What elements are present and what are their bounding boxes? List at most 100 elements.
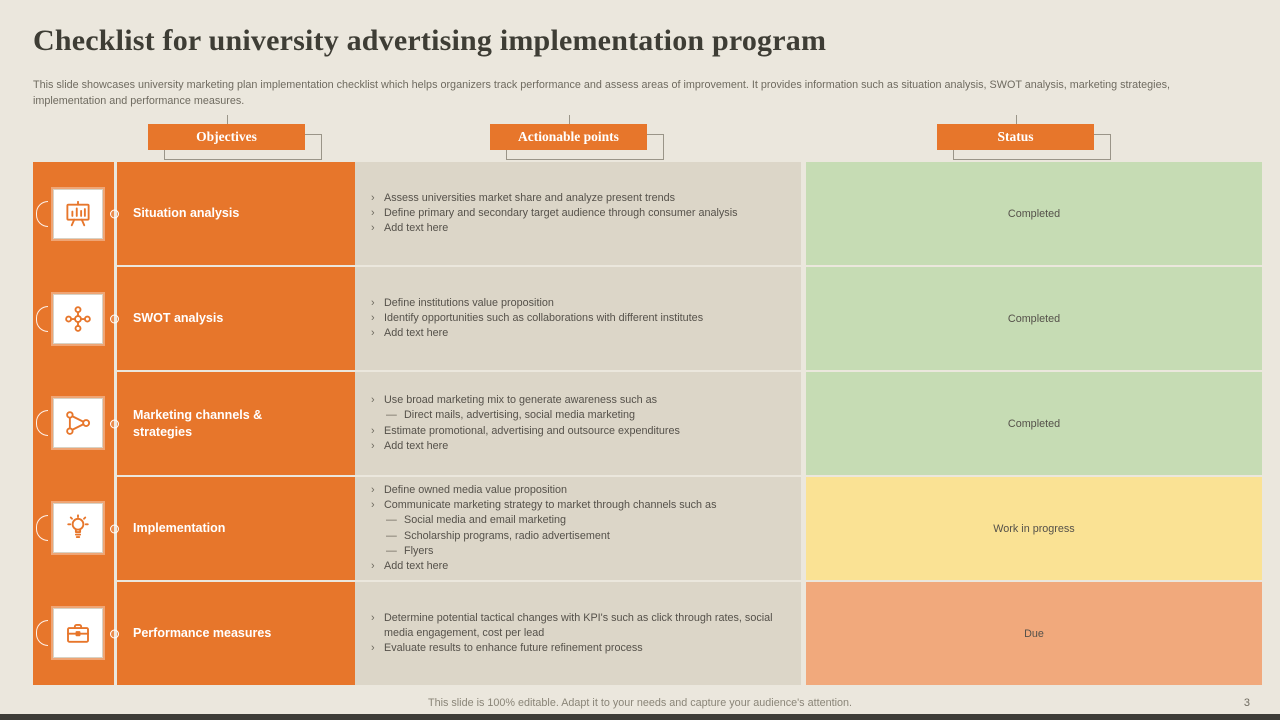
bullet-text: Define institutions value proposition [384, 296, 554, 309]
bullet-line: › Define owned media value proposition [371, 483, 785, 498]
bullet-marker: › [371, 222, 375, 235]
bullet-marker: › [371, 424, 375, 437]
dash-marker: — [386, 544, 397, 557]
icon-cell [33, 371, 114, 476]
connector-arc [36, 410, 48, 437]
connector-arc [36, 305, 48, 332]
network-icon [65, 411, 90, 436]
footer-note: This slide is 100% editable. Adapt it to… [427, 697, 852, 709]
bullet-text: Direct mails, advertising, social media … [404, 409, 636, 422]
row-label-cell: Situation analysis [110, 162, 355, 265]
bar-chart-icon [65, 201, 90, 227]
status-label: Due [1024, 627, 1044, 640]
table-row: Marketing channels & strategies › Use bro… [110, 372, 1262, 475]
bullet-text: Add text here [384, 559, 449, 572]
bullet-line: › Define institutions value proposition [371, 296, 785, 311]
bullet-text: Identify opportunities such as collabora… [384, 311, 704, 324]
bullet-marker: › [371, 439, 375, 452]
bullet-text: Add text here [384, 327, 449, 340]
sub-bullet-line: — Direct mails, advertising, social media… [371, 408, 785, 423]
icon-box [52, 607, 103, 658]
bullet-marker: › [371, 642, 375, 655]
bullet-line: › Identify opportunities such as collabor… [371, 311, 785, 326]
page-title: Checklist for university advertising imp… [33, 24, 827, 57]
bullet-line: › Add text here [371, 559, 785, 574]
bullet-line: › Add text here [371, 326, 785, 341]
bullet-marker: › [371, 191, 375, 204]
row-points-cell: › Assess universities market share and an… [355, 162, 801, 265]
bullet-text: Communicate marketing strategy to market… [384, 499, 717, 512]
column-header-label: Objectives [148, 124, 305, 150]
status-cell: Completed [806, 372, 1262, 475]
icon-cell [33, 162, 114, 267]
row-label: Situation analysis [133, 206, 240, 221]
dash-marker: — [386, 514, 397, 527]
bullet-line: › Define primary and secondary target aud… [371, 206, 785, 221]
bullet-text: Add text here [384, 222, 449, 235]
icon-box [52, 189, 103, 240]
connector-arc [36, 201, 48, 228]
row-points-cell: › Define institutions value proposition ›… [355, 267, 801, 370]
bullet-line: › Estimate promotional, advertising and o… [371, 424, 785, 439]
bullet-marker: › [371, 484, 375, 497]
bullet-line: › Determine potential tactical changes wi… [371, 611, 785, 641]
bullet-marker: › [371, 394, 375, 407]
icon-box [52, 503, 103, 554]
status-label: Work in progress [993, 522, 1075, 535]
bullet-text: Assess universities market share and ana… [384, 191, 676, 204]
icon-cell [33, 580, 114, 685]
icon-cell [33, 267, 114, 372]
connector-dot [110, 419, 119, 428]
bullet-line: › Communicate marketing strategy to marke… [371, 498, 785, 513]
status-cell: Due [806, 582, 1262, 685]
connector-dot [110, 524, 119, 533]
connector-dot [110, 314, 119, 323]
status-label: Completed [1007, 207, 1061, 220]
bullet-text: Scholarship programs, radio advertisemen… [404, 529, 610, 542]
bullet-marker: › [371, 559, 375, 572]
row-label-cell: Performance measures [110, 582, 355, 685]
chip-tick-decoration [1015, 115, 1017, 124]
status-cell: Completed [806, 267, 1262, 370]
connector-arc [36, 515, 48, 542]
bullet-marker: › [371, 327, 375, 340]
bullet-line: › Evaluate results to enhance future refi… [371, 641, 785, 656]
connector-dot [110, 209, 119, 218]
column-header-objectives: Objectives [148, 115, 322, 160]
row-label: Implementation [133, 521, 226, 536]
checklist-table: Situation analysis › Assess universities … [110, 162, 1262, 685]
dash-marker: — [386, 529, 397, 542]
chip-tick-decoration [568, 115, 570, 124]
bullet-line: › Assess universities market share and an… [371, 191, 785, 206]
row-points-cell: › Define owned media value proposition › C… [355, 477, 801, 580]
column-header-actionable-points: Actionable points [490, 115, 664, 160]
bullet-line: › Add text here [371, 221, 785, 236]
icon-box [52, 398, 103, 449]
table-row: Performance measures › Determine potentia… [110, 582, 1262, 685]
bullet-text: Define owned media value proposition [384, 484, 568, 497]
bullet-text: Flyers [404, 544, 434, 557]
bullet-text: Determine potential tactical changes wit… [384, 611, 773, 639]
row-label-cell: Implementation [110, 477, 355, 580]
idea-bulb-icon [66, 514, 89, 539]
row-label: SWOT analysis [133, 311, 224, 326]
sub-bullet-line: — Scholarship programs, radio advertiseme… [371, 529, 785, 544]
sub-bullet-line: — Flyers [371, 544, 785, 559]
team-icon [64, 306, 91, 332]
icon-box [52, 293, 103, 344]
status-label: Completed [1007, 312, 1061, 325]
column-header-status: Status [937, 115, 1111, 160]
status-cell: Work in progress [806, 477, 1262, 580]
connector-arc [36, 619, 48, 646]
bullet-marker: › [371, 499, 375, 512]
bullet-text: Social media and email marketing [404, 514, 567, 527]
table-row: Implementation › Define owned media value… [110, 477, 1262, 580]
bullet-line: › Use broad marketing mix to generate awa… [371, 393, 785, 408]
status-cell: Completed [806, 162, 1262, 265]
sub-bullet-line: — Social media and email marketing [371, 513, 785, 528]
bullet-text: Define primary and secondary target audi… [384, 206, 738, 219]
page-number: 3 [1243, 697, 1250, 709]
bullet-marker: › [371, 296, 375, 309]
row-label-cell: SWOT analysis [110, 267, 355, 370]
bullet-text: Add text here [384, 439, 449, 452]
